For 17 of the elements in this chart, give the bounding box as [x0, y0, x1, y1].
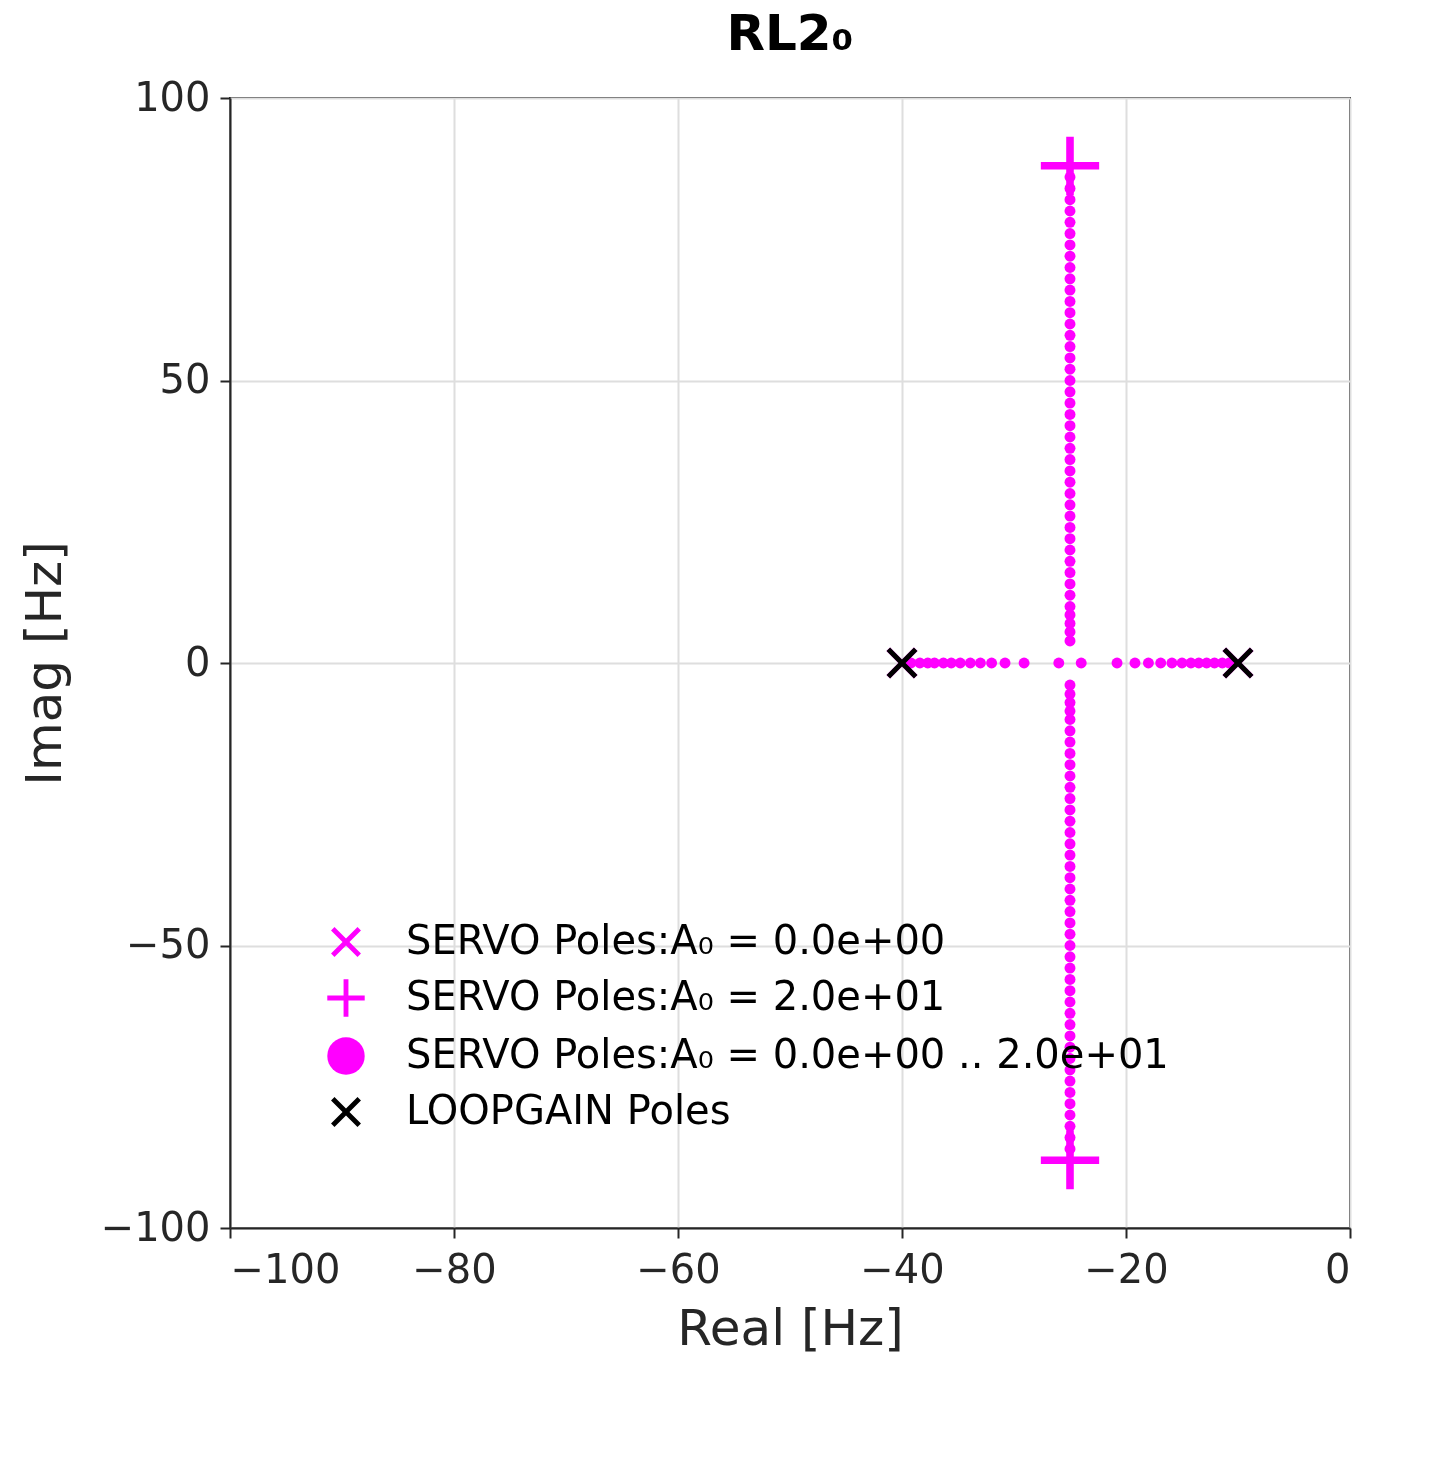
x-tick-label: −60: [636, 1245, 721, 1292]
legend-label: SERVO Poles:A₀ = 0.0e+00: [406, 917, 946, 963]
legend-label: LOOPGAIN Poles: [406, 1087, 731, 1133]
y-axis-title: Imag [Hz]: [14, 541, 73, 786]
y-tick-label: −100: [100, 1203, 211, 1250]
y-tick-label: −50: [126, 921, 211, 967]
y-tick-label: 100: [134, 73, 211, 120]
x-axis-title: Real [Hz]: [677, 1298, 904, 1357]
y-tick-label: 50: [159, 356, 211, 402]
x-tick-label: −40: [860, 1245, 945, 1292]
x-tick-label: −20: [1084, 1245, 1169, 1292]
x-tick-label: −80: [412, 1245, 497, 1292]
chart-title: RL2₀: [726, 4, 854, 62]
legend-label: SERVO Poles:A₀ = 2.0e+01: [406, 973, 946, 1019]
x-tick-label: 0: [1325, 1245, 1351, 1292]
y-tick-label: 0: [185, 638, 211, 685]
x-tick-label: −100: [230, 1245, 341, 1292]
